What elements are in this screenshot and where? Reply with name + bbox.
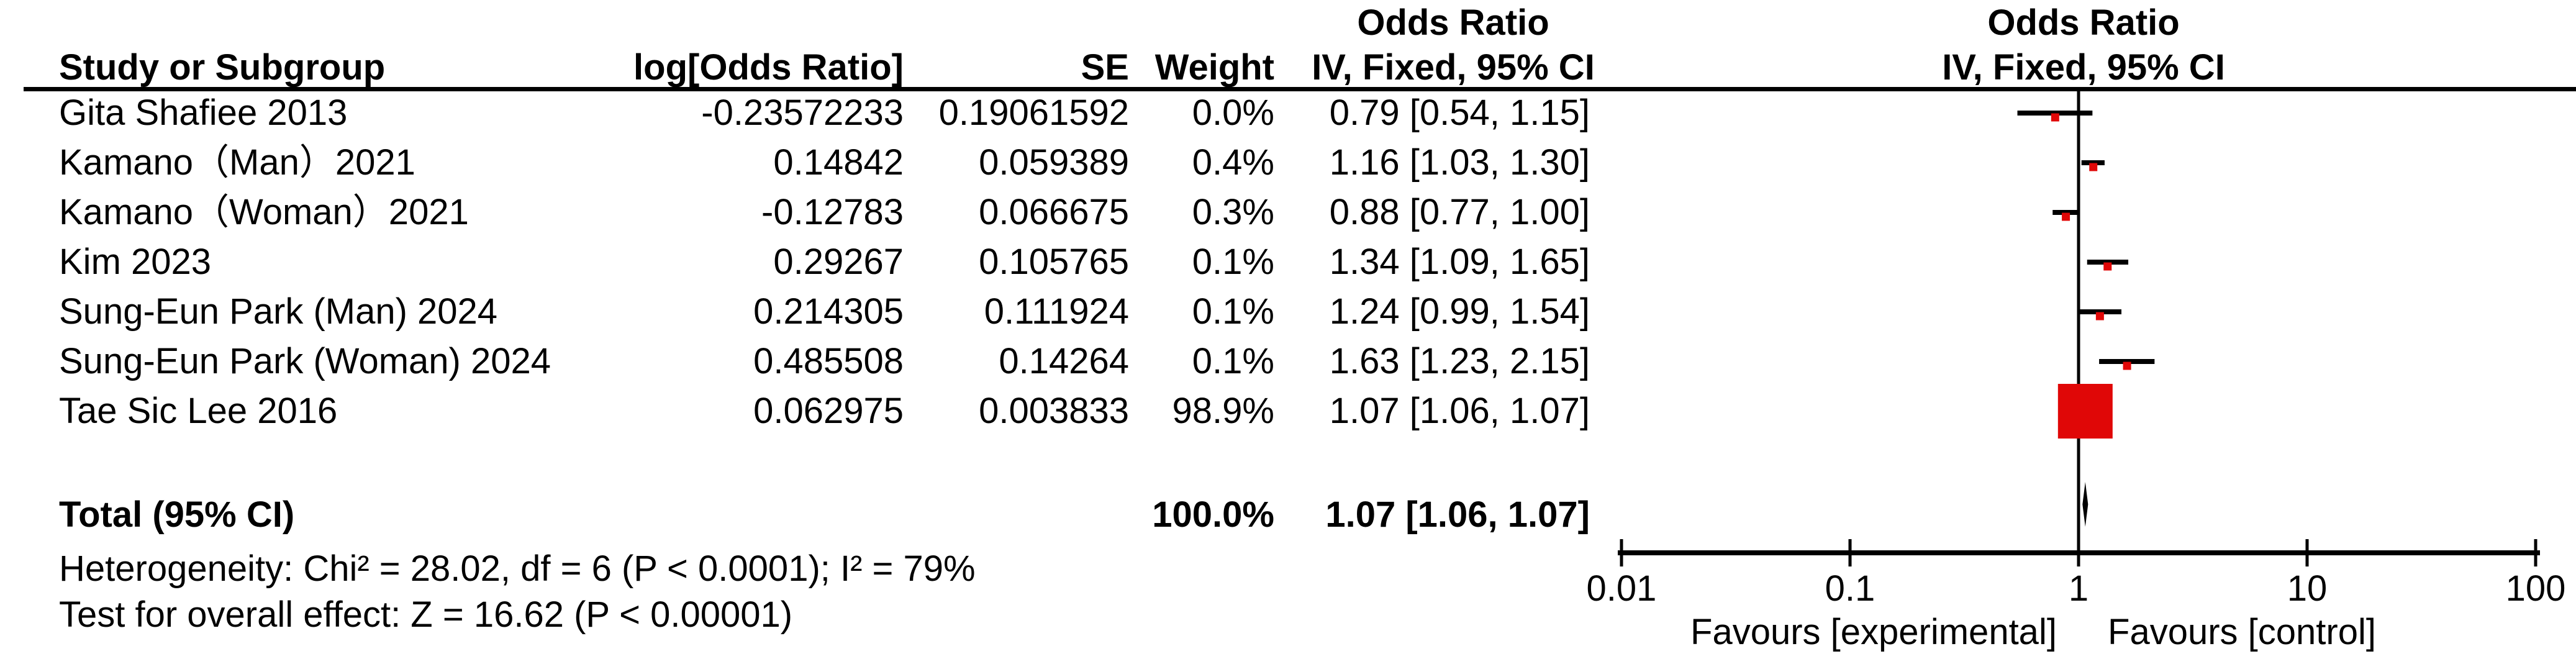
- or-ci-value: 1.16 [1.03, 1.30]: [1329, 142, 1590, 183]
- log-or-value: -0.12783: [761, 192, 904, 232]
- weight-column-header: Weight: [1154, 47, 1274, 88]
- se-column-header: SE: [1081, 47, 1129, 88]
- or-ci-value: 0.88 [0.77, 1.00]: [1329, 192, 1590, 232]
- axis-tick: [2534, 539, 2537, 566]
- total-label: Total (95% CI): [59, 494, 295, 535]
- weight-value: 0.4%: [1192, 142, 1274, 183]
- tick-label: 0.01: [1586, 568, 1657, 609]
- axis-tick: [1620, 539, 1623, 566]
- point-estimate-marker: [2051, 113, 2059, 122]
- log-or-value: 0.14842: [773, 142, 904, 183]
- axis-tick: [1848, 539, 1852, 566]
- study-column-header: Study or Subgroup: [59, 47, 386, 88]
- overall-effect-text: Test for overall effect: Z = 16.62 (P < …: [59, 594, 793, 635]
- log-or-value: 0.485508: [753, 341, 904, 381]
- weight-value: 0.1%: [1192, 291, 1274, 332]
- ci-line: [2077, 309, 2122, 314]
- ci-line: [2052, 210, 2079, 215]
- point-estimate-marker: [2103, 262, 2112, 271]
- tick-label: 10: [2287, 568, 2328, 609]
- plot-header-line2: IV, Fixed, 95% CI: [1942, 47, 2225, 88]
- log-or-column-header: log[Odds Ratio]: [633, 47, 904, 88]
- log-or-value: 0.062975: [753, 391, 904, 431]
- total-or-ci-value: 1.07 [1.06, 1.07]: [1325, 494, 1590, 535]
- point-estimate-marker: [2123, 362, 2131, 370]
- log-or-value: 0.214305: [753, 291, 904, 332]
- weight-value: 98.9%: [1172, 391, 1274, 431]
- effect-column-header-line2: IV, Fixed, 95% CI: [1312, 47, 1595, 88]
- se-value: 0.14264: [999, 341, 1129, 381]
- axis-tick: [2077, 539, 2080, 566]
- or-ci-value: 1.07 [1.06, 1.07]: [1329, 391, 1590, 431]
- se-value: 0.111924: [984, 291, 1129, 332]
- study-label: Tae Sic Lee 2016: [59, 391, 338, 431]
- study-label: Kamano（Woman）2021: [59, 192, 469, 232]
- effect-column-header-line1: Odds Ratio: [1357, 2, 1549, 43]
- point-estimate-marker: [2089, 163, 2098, 171]
- study-label: Kim 2023: [59, 242, 212, 282]
- or-ci-value: 1.24 [0.99, 1.54]: [1329, 291, 1590, 332]
- heterogeneity-text: Heterogeneity: Chi² = 28.02, df = 6 (P <…: [59, 548, 976, 589]
- log-or-value: 0.29267: [773, 242, 904, 282]
- or-ci-value: 0.79 [0.54, 1.15]: [1329, 93, 1590, 133]
- se-value: 0.19061592: [938, 93, 1129, 133]
- log-or-value: -0.23572233: [701, 93, 904, 133]
- point-estimate-marker: [2095, 312, 2104, 321]
- study-label: Sung-Eun Park (Woman) 2024: [59, 341, 551, 381]
- point-estimate-marker: [2057, 384, 2113, 439]
- weight-value: 0.1%: [1192, 242, 1274, 282]
- ci-line: [2017, 111, 2093, 116]
- or-ci-value: 1.63 [1.23, 2.15]: [1329, 341, 1590, 381]
- no-effect-line: [2077, 91, 2080, 553]
- weight-value: 0.0%: [1192, 93, 1274, 133]
- ci-line: [2087, 260, 2129, 265]
- axis-tick: [2305, 539, 2309, 566]
- total-diamond: [2082, 482, 2088, 527]
- or-ci-value: 1.34 [1.09, 1.65]: [1329, 242, 1590, 282]
- weight-value: 0.3%: [1192, 192, 1274, 232]
- plot-header-line1: Odds Ratio: [1987, 2, 2180, 43]
- tick-label: 100: [2505, 568, 2566, 609]
- point-estimate-marker: [2062, 212, 2070, 221]
- study-label: Kamano（Man）2021: [59, 142, 415, 183]
- tick-label: 0.1: [1825, 568, 1875, 609]
- se-value: 0.105765: [979, 242, 1129, 282]
- study-label: Gita Shafiee 2013: [59, 93, 348, 133]
- ci-line: [2099, 359, 2155, 364]
- favours-right-label: Favours [control]: [2108, 612, 2376, 652]
- study-label: Sung-Eun Park (Man) 2024: [59, 291, 498, 332]
- favours-left-label: Favours [experimental]: [1690, 612, 2057, 652]
- total-weight-value: 100.0%: [1152, 494, 1274, 535]
- tick-label: 1: [2068, 568, 2089, 609]
- se-value: 0.003833: [979, 391, 1129, 431]
- ci-line: [2081, 160, 2105, 165]
- header-underline: [24, 87, 2576, 91]
- se-value: 0.066675: [979, 192, 1129, 232]
- se-value: 0.059389: [979, 142, 1129, 183]
- weight-value: 0.1%: [1192, 341, 1274, 381]
